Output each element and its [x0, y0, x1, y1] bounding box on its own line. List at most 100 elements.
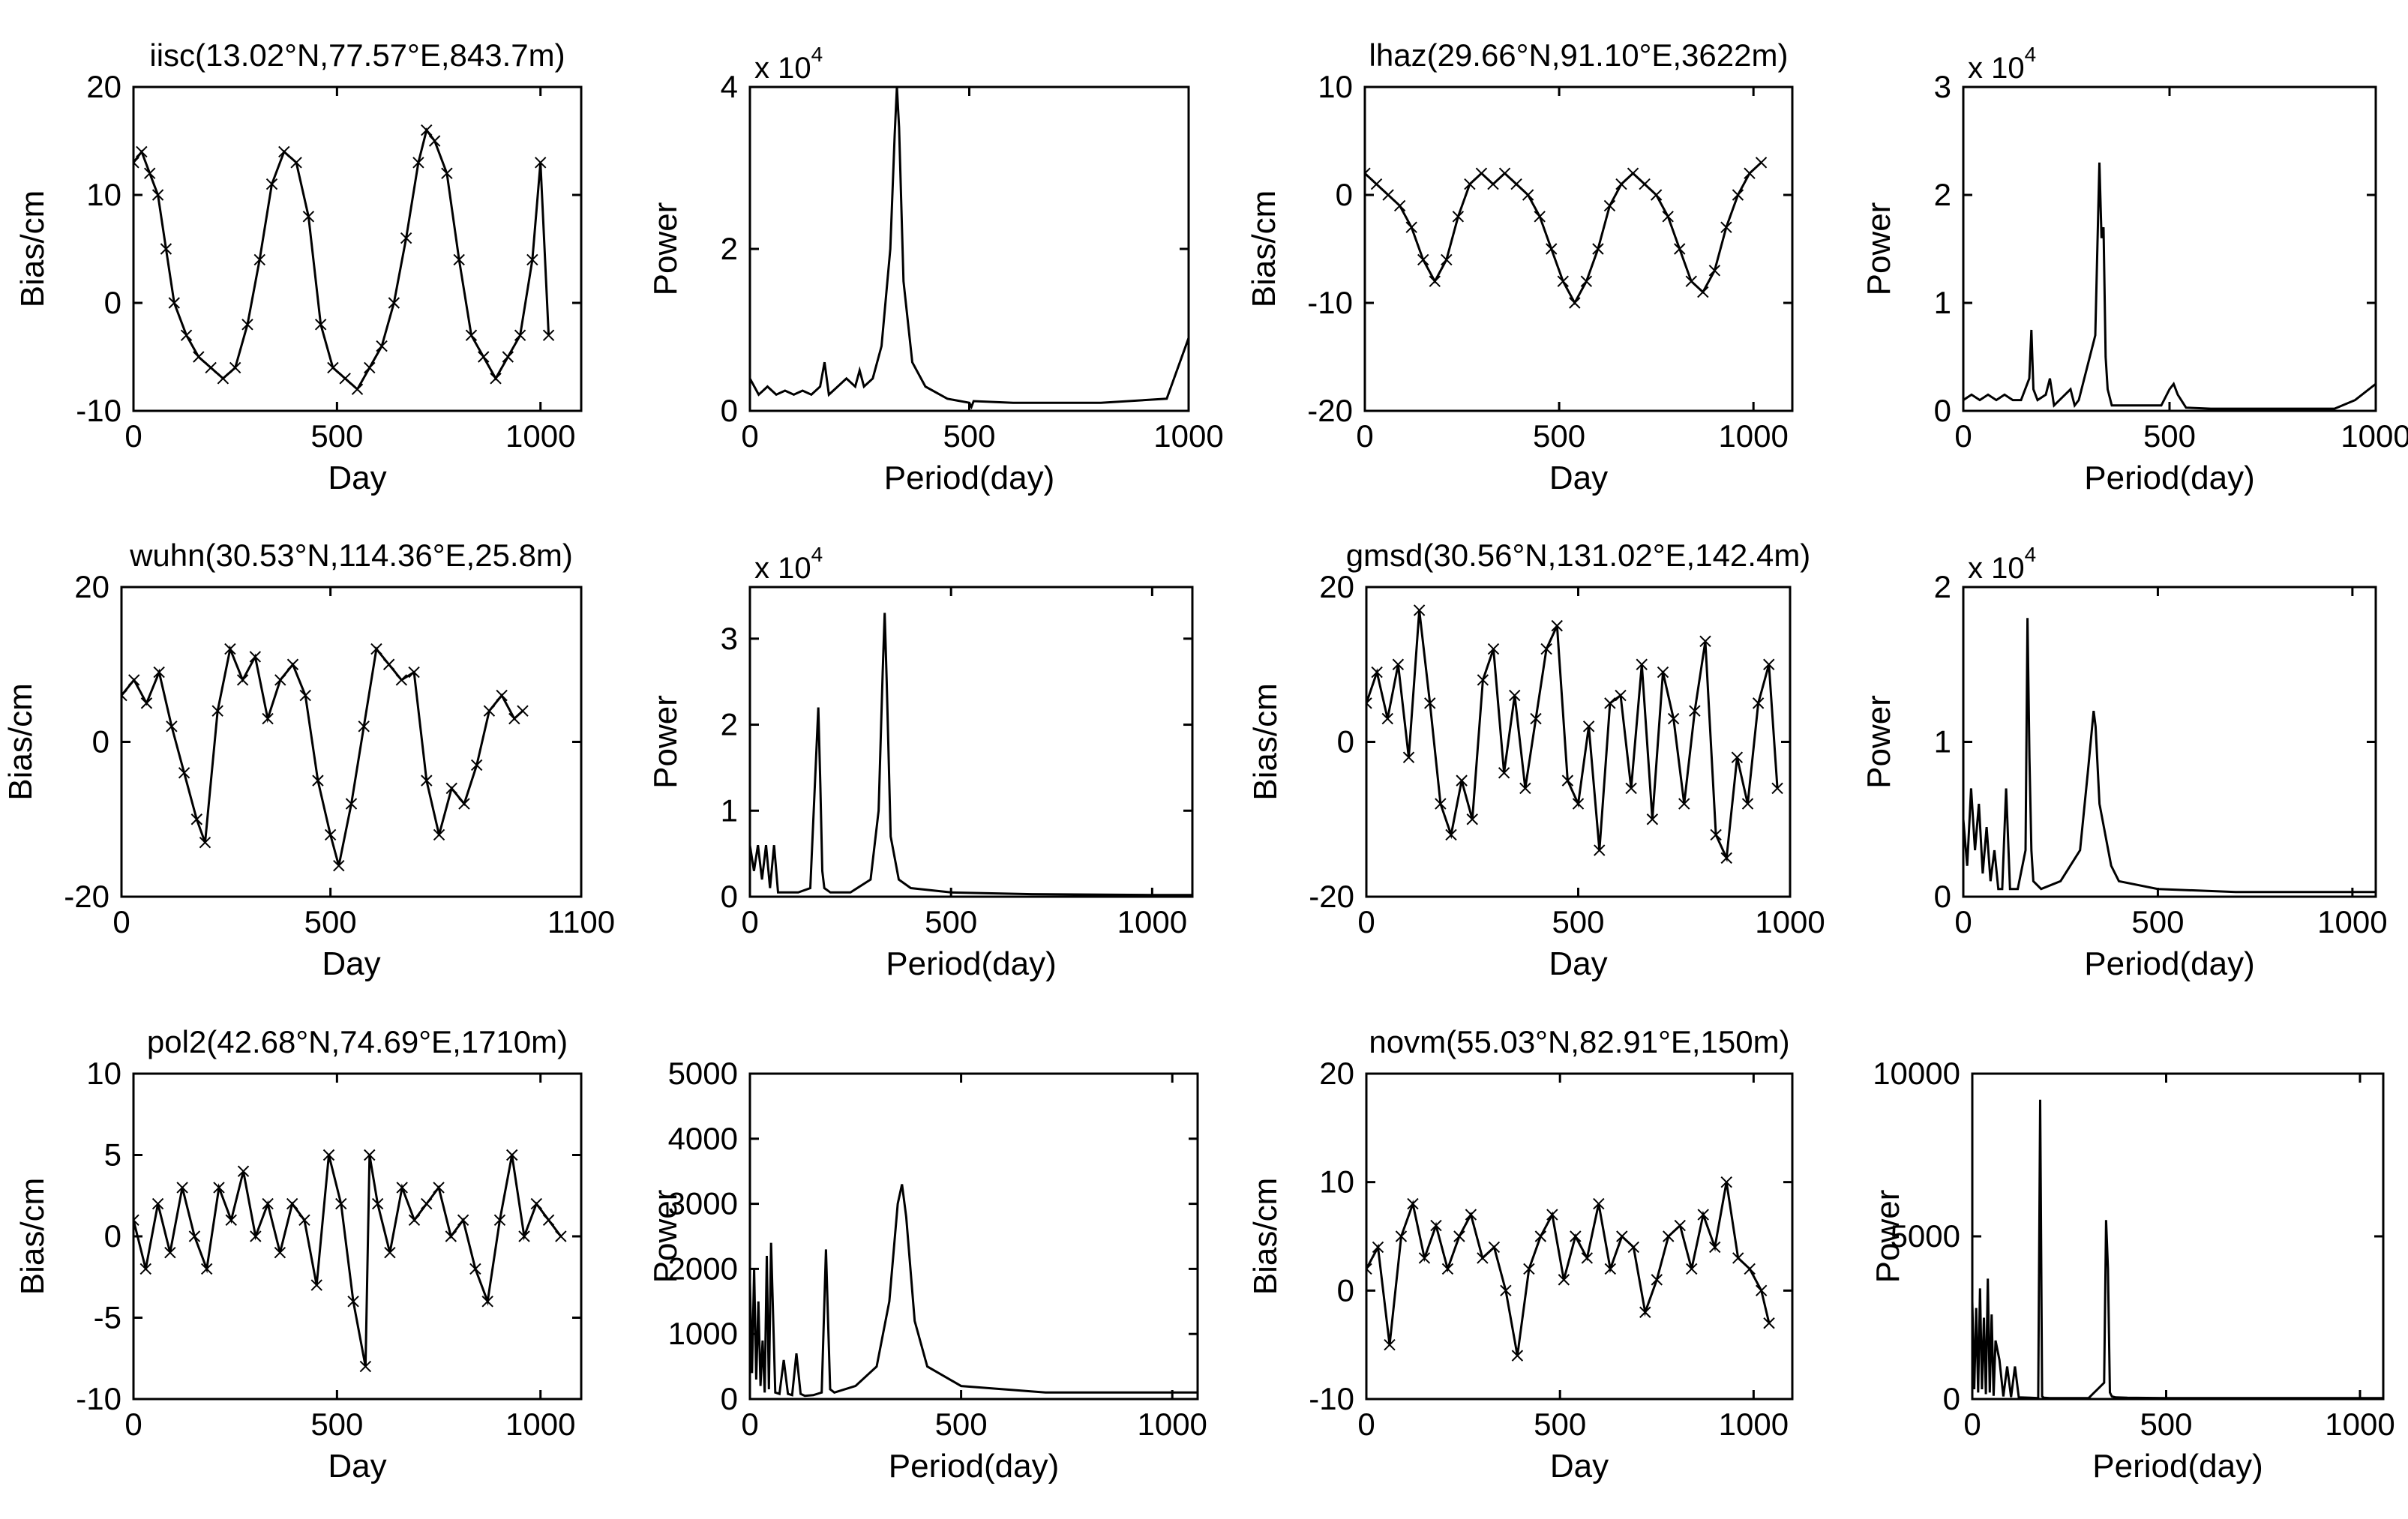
pol2-bias-data-point: [286, 1197, 298, 1210]
wuhn-bias-panel: wuhn(30.53°N,114.36°E,25.8m)0 500 1100-200…: [2, 538, 615, 982]
lhaz-bias-data-point: [1475, 167, 1488, 179]
gmsd-bias-data-point: [1667, 712, 1680, 725]
novm-bias-series-line: [1366, 1182, 1771, 1356]
gmsd-bias-data-point: [1636, 658, 1648, 670]
pol2-bias-data-point: [335, 1197, 347, 1210]
novm-bias-xtick-label: 0: [1357, 1407, 1375, 1442]
pol2-power-ylabel: Power: [647, 1190, 684, 1284]
gmsd-bias-data-point: [1392, 658, 1405, 670]
novm-bias-plot-frame: [1365, 1072, 1794, 1401]
wuhn-power-xtick-label: 1000: [1117, 904, 1187, 939]
wuhn-bias-data-point: [345, 798, 358, 810]
gmsd-bias-data-point: [1763, 658, 1775, 670]
wuhn-power-ytick-label: 1: [721, 792, 738, 828]
wuhn-bias-ytick-label: 20: [74, 569, 109, 604]
lhaz-power-panel: x 104 0 500 1000 0 1 2 3 Period(day) Power: [1861, 43, 2408, 496]
novm-bias-data-point: [1511, 1350, 1524, 1362]
iisc-bias-title: iisc(13.02°N,77.57°E,843.7m): [149, 37, 565, 73]
lhaz-bias-data-point: [1708, 265, 1721, 277]
iisc-power-ytick-label: 2: [721, 231, 738, 266]
novm-bias-data-point: [1523, 1263, 1535, 1275]
wuhn-bias-data-point: [421, 774, 433, 786]
novm-power-xtick-label: 0: [1963, 1407, 1981, 1442]
lhaz-bias-xtick-label: 1000: [1718, 418, 1788, 454]
wuhn-power-xtick-label: 500: [925, 904, 977, 939]
lhaz-bias-data-point: [1405, 221, 1417, 233]
wuhn-bias-xtick-label: 1100: [547, 904, 615, 939]
gmsd-bias-data-point: [1366, 697, 1372, 709]
iisc-bias-xlabel: Day: [328, 460, 386, 496]
pol2-bias-ytick-label: -10: [76, 1381, 121, 1416]
gmsd-power-exponent-label: x 104: [1968, 543, 2036, 585]
pol2-bias-data-point: [322, 1149, 335, 1161]
gmsd-bias-ytick-label: -20: [1309, 879, 1354, 914]
lhaz-bias-data-point: [1464, 178, 1476, 190]
lhaz-bias-plot-frame: [1363, 85, 1794, 412]
novm-bias-data-point: [1755, 1284, 1768, 1297]
novm-bias-data-point: [1430, 1219, 1442, 1232]
wuhn-bias-data-point: [333, 859, 345, 872]
novm-power-ytick-label: 5000: [1891, 1218, 1960, 1254]
gmsd-bias-data-point: [1689, 705, 1701, 717]
lhaz-bias-ylabel: Bias/cm: [1246, 190, 1282, 307]
wuhn-bias-data-point: [153, 666, 165, 679]
iisc-bias-xtick-label: 0: [124, 418, 142, 454]
gmsd-bias-data-point: [1678, 798, 1690, 810]
gmsd-bias-xtick-label: 0: [1357, 904, 1375, 939]
pol2-power-xtick-label: 1000: [1137, 1407, 1207, 1442]
iisc-bias-data-point: [290, 157, 302, 169]
iisc-bias-data-point: [144, 167, 156, 179]
wuhn-bias-data-point: [470, 759, 483, 771]
iisc-bias-data-point: [428, 135, 441, 147]
wuhn-bias-data-point: [274, 674, 286, 686]
wuhn-bias-data-point: [121, 689, 127, 702]
wuhn-bias-title: wuhn(30.53°N,114.36°E,25.8m): [129, 538, 573, 573]
lhaz-bias-data-point: [1522, 189, 1534, 201]
iisc-bias-data-point: [278, 145, 290, 158]
novm-bias-data-point: [1441, 1263, 1454, 1275]
pol2-bias-data-point: [225, 1214, 237, 1227]
lhaz-bias-data-point: [1650, 189, 1663, 201]
gmsd-bias-data-point: [1582, 721, 1595, 733]
gmsd-bias-data-point: [1710, 828, 1722, 841]
pol2-bias-xtick-label: 0: [124, 1407, 142, 1442]
lhaz-bias-data-point: [1697, 286, 1709, 298]
novm-bias-panel: novm(55.03°N,82.91°E,150m)0 500 1000-10010…: [1247, 1024, 1794, 1485]
lhaz-power-ytick-label: 2: [1934, 177, 1951, 212]
pol2-bias-data-point: [310, 1279, 322, 1291]
gmsd-bias-data-point: [1604, 697, 1616, 709]
iisc-bias-plot-frame: [132, 85, 583, 412]
gmsd-bias-ytick-label: 20: [1319, 569, 1354, 604]
pol2-bias-data-point: [518, 1230, 530, 1242]
pol2-bias-data-point: [298, 1214, 310, 1227]
pol2-bias-panel: pol2(42.68°N,74.69°E,1710m) 0 500 1000 -10 -5…: [14, 1024, 583, 1485]
wuhn-bias-data-point: [286, 658, 299, 670]
gmsd-bias-data-point: [1424, 697, 1436, 709]
gmsd-bias-data-point: [1699, 635, 1711, 647]
wuhn-bias-data-point: [324, 828, 337, 841]
lhaz-power-xtick-label: 1000: [2341, 418, 2408, 454]
gmsd-bias-data-point: [1477, 674, 1489, 686]
lhaz-bias-ytick-label: 0: [1336, 177, 1353, 212]
gmsd-bias-data-point: [1594, 844, 1606, 856]
novm-power-xtick-label: 1000: [2325, 1407, 2395, 1442]
gmsd-bias-data-point: [1572, 798, 1585, 810]
lhaz-bias-xlabel: Day: [1549, 460, 1608, 496]
iisc-bias-ytick-label: 20: [86, 69, 121, 104]
wuhn-power-series-line: [750, 613, 1192, 897]
gmsd-bias-data-point: [1615, 689, 1627, 702]
gmsd-bias-data-point: [1646, 813, 1659, 825]
pol2-bias-series-line: [133, 1155, 562, 1367]
gmsd-bias-data-point: [1731, 751, 1744, 763]
pol2-bias-data-point: [493, 1214, 506, 1227]
pol2-bias-ytick-label: 10: [86, 1056, 121, 1091]
iisc-bias-data-point: [168, 297, 180, 309]
iisc-bias-data-point: [314, 319, 327, 331]
lhaz-bias-data-point: [1569, 297, 1581, 309]
pol2-bias-data-point: [139, 1263, 151, 1275]
gmsd-bias-data-point: [1625, 782, 1637, 795]
gmsd-bias-data-point: [1741, 798, 1754, 810]
iisc-bias-data-point: [514, 329, 526, 341]
novm-bias-data-point: [1384, 1338, 1396, 1351]
